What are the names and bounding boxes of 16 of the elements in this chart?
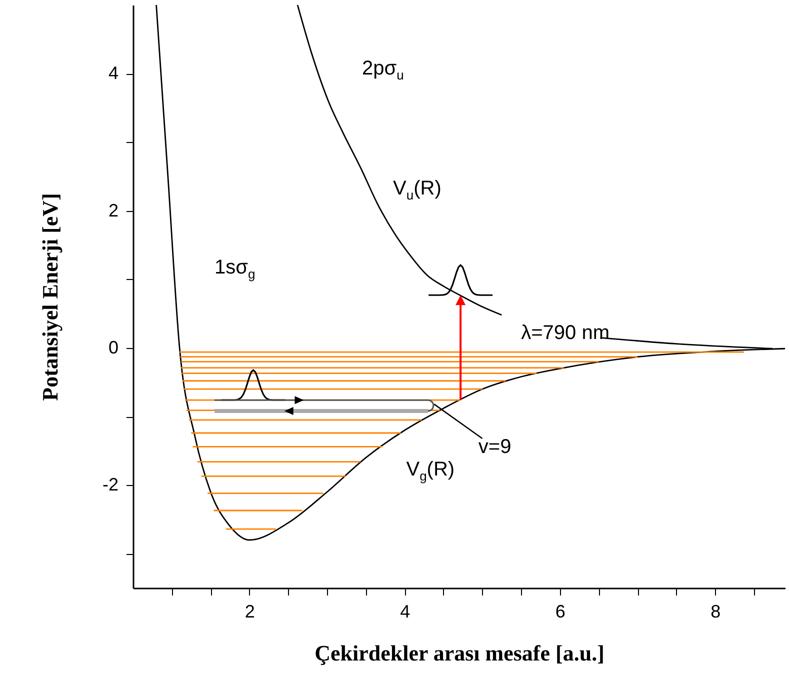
annotation: V$_{g}$(R) [406, 458, 455, 484]
y-tick-label: 0 [108, 337, 118, 358]
x-tick-label: 2 [244, 602, 255, 622]
x-axis-title: Çekirdekler arası mesafe [a.u.] [314, 640, 604, 666]
annotation: 1sσ$_{g}$ [214, 256, 256, 282]
annotation: V$_{u}$(R) [393, 178, 442, 203]
x-tick-label: 8 [710, 602, 721, 622]
annotation: λ=790 nm [521, 322, 610, 344]
y-tick-label: -2 [102, 474, 118, 495]
y-tick-label: 4 [108, 63, 118, 84]
x-tick-label: 6 [555, 602, 566, 622]
y-axis-title: Potansiyel Enerji [eV] [37, 193, 62, 401]
y-tick-label: 2 [108, 200, 118, 220]
x-tick-label: 4 [400, 602, 410, 622]
annotation: v=9 [478, 436, 512, 458]
annotation: 2pσ$_{u}$ [362, 58, 404, 83]
